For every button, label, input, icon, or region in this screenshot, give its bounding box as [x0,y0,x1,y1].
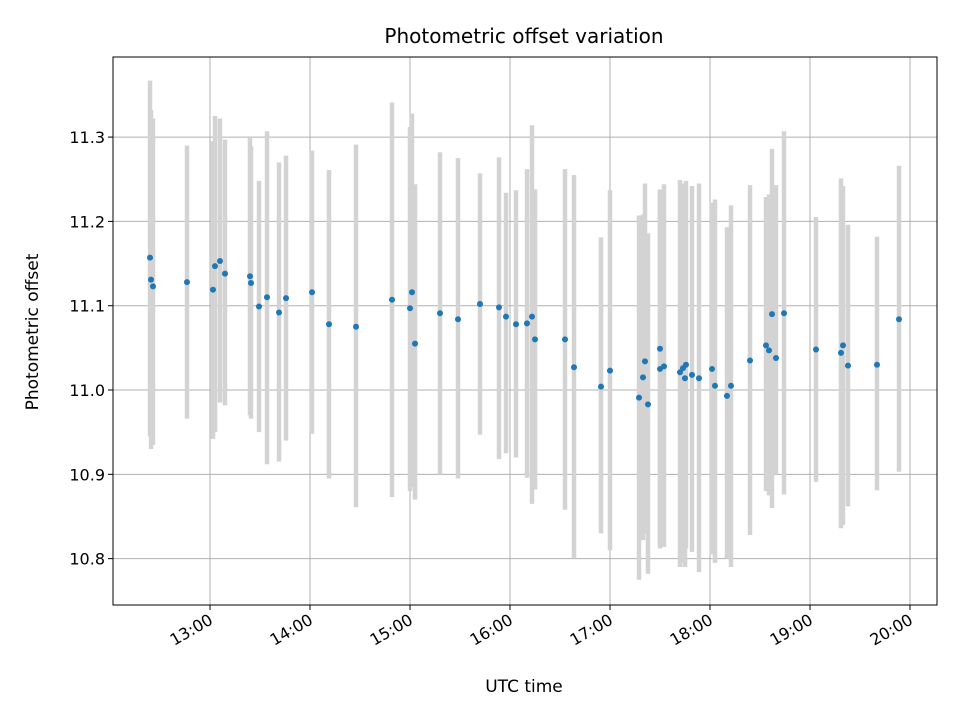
data-points [147,254,902,408]
data-point [503,313,509,320]
data-point [326,321,332,328]
y-tick-label: 11.1 [69,297,105,316]
data-point [513,321,519,328]
data-point [682,375,688,382]
data-point [248,279,254,286]
plot-area-frame [112,56,938,606]
y-tick-label: 11.2 [69,212,105,231]
data-point [212,263,218,270]
data-point [455,316,461,323]
data-point [896,316,902,323]
data-point [845,362,851,369]
data-point [661,363,667,370]
data-point [412,340,418,347]
data-point [496,304,502,311]
data-point [264,294,270,301]
data-point [677,369,683,376]
data-point [766,347,772,354]
data-point [607,367,613,374]
data-point [769,311,775,318]
data-point [689,371,695,378]
data-point [283,295,289,302]
y-tick-label: 11.3 [69,128,105,147]
data-point [150,283,156,290]
chart-title: Photometric offset variation [384,24,663,48]
data-point [728,382,734,389]
data-point [389,296,395,303]
data-point [781,310,787,317]
data-point [636,394,642,401]
data-point [657,345,663,352]
data-point [838,349,844,356]
data-point [763,342,769,349]
data-point [147,254,153,261]
data-point [598,383,604,390]
data-point [813,346,819,353]
data-point [562,336,568,343]
data-point [645,401,651,408]
data-point [747,357,753,364]
y-tick-label: 10.9 [69,465,105,484]
data-point [709,365,715,372]
y-tick-label: 11.0 [69,381,105,400]
data-point [409,289,415,296]
data-point [724,392,730,399]
data-point [217,258,223,265]
data-point [696,375,702,382]
data-point [276,309,282,316]
y-axis-ticks: 10.8 10.9 11.0 11.1 11.2 11.3 [69,128,113,569]
data-point [874,361,880,368]
data-point [210,286,216,293]
data-point [524,320,530,327]
data-point [712,382,718,389]
data-point [477,301,483,308]
data-point [532,336,538,343]
data-point [840,342,846,349]
y-tick-label: 10.8 [69,550,105,569]
data-point [148,276,154,283]
data-point [437,310,443,317]
x-axis-label: UTC time [485,677,563,697]
data-point [642,358,648,365]
data-point [571,364,577,371]
data-point [222,270,228,277]
data-point [309,289,315,296]
data-point [353,323,359,330]
data-point [529,313,535,320]
data-point [407,305,413,312]
data-point [184,279,190,286]
data-point [773,354,779,361]
y-axis-label: Photometric offset [23,253,43,410]
data-point [683,361,689,368]
data-point [256,303,262,310]
data-point [247,273,253,280]
data-point [640,374,646,381]
